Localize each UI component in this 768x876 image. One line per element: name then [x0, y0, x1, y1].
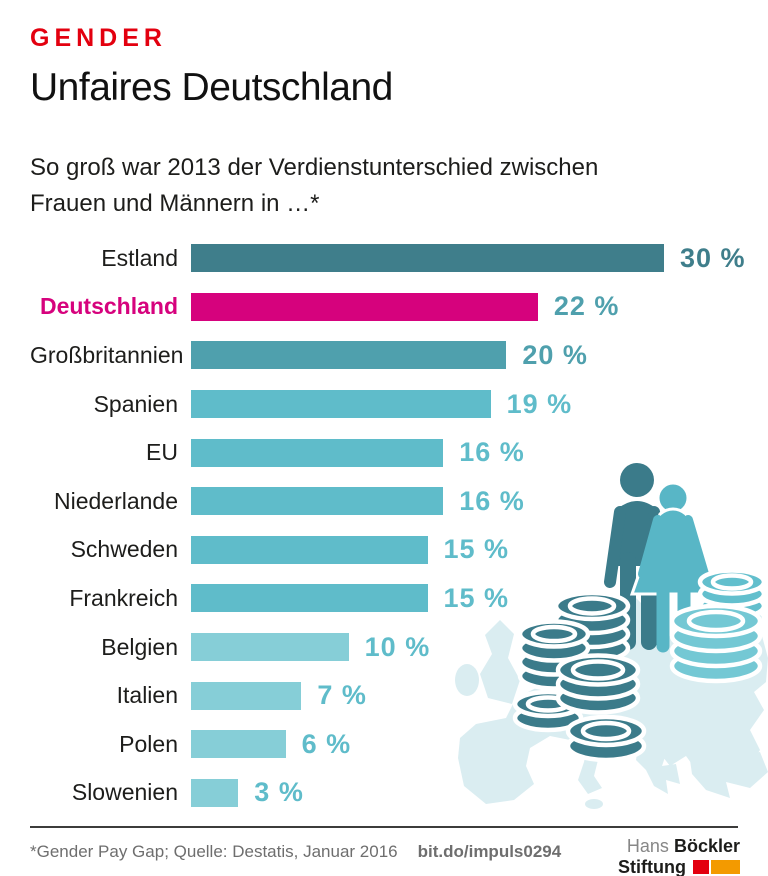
bar-row: Großbritannien 20 % — [30, 331, 746, 380]
shortlink[interactable]: bit.do/impuls0294 — [417, 842, 562, 861]
illustration — [455, 463, 768, 809]
bar — [191, 292, 538, 321]
bar-row: EU 16 % — [30, 428, 746, 477]
bar — [191, 438, 444, 467]
country-label: Belgien — [101, 633, 178, 660]
couple-pictogram — [604, 463, 717, 653]
coin-stack-light-icons — [669, 568, 767, 684]
bar-chart: Estland 30 % Deutschland 22 % Großbritannien… — [30, 234, 746, 817]
coin-stack-dark-icons — [512, 590, 647, 763]
value-label: 19 % — [506, 388, 573, 419]
map-greece — [636, 738, 680, 794]
bar — [191, 390, 491, 419]
source-text: *Gender Pay Gap; Quelle: Destatis, Janua… — [30, 842, 398, 861]
value-label: 6 % — [301, 728, 352, 759]
value-label: 30 % — [680, 242, 746, 273]
chart-subtitle: So groß war 2013 der Verdienstunterschie… — [30, 150, 598, 221]
bar — [191, 487, 444, 516]
logo-stiftung: Stiftung — [618, 856, 686, 876]
country-label: Großbritannien — [30, 341, 184, 368]
coin-stack-icon — [565, 714, 647, 763]
bar — [191, 535, 428, 564]
subtitle-line-2: Frauen und Männern in …* — [30, 189, 320, 217]
country-label: Italien — [116, 682, 178, 709]
bar-row: Slowenien 3 % — [30, 769, 746, 818]
logo-orange-square — [711, 859, 740, 874]
value-label: 7 % — [317, 680, 367, 711]
country-label: Spanien — [93, 390, 178, 417]
value-label: 15 % — [443, 582, 510, 613]
bar-row: Schweden 15 % — [30, 526, 746, 575]
bar — [191, 633, 349, 662]
value-label: 16 % — [459, 485, 525, 516]
logo-name-light: Hans — [626, 836, 669, 856]
value-label: 16 % — [459, 437, 525, 468]
bar-row: Estland 30 % — [30, 234, 746, 283]
source-note: *Gender Pay Gap; Quelle: Destatis, Janua… — [30, 836, 561, 862]
subtitle-line-1: So groß war 2013 der Verdienstunterschie… — [30, 154, 599, 181]
bar — [191, 681, 302, 710]
bar-row: Belgien 10 % — [30, 623, 746, 672]
bar — [191, 778, 239, 807]
country-label: Polen — [119, 730, 178, 757]
country-label: Deutschland — [39, 293, 178, 320]
value-label: 10 % — [364, 631, 431, 662]
bar-row: Deutschland 22 % — [30, 283, 746, 332]
bar-row: Polen 6 % — [30, 720, 746, 769]
bar — [191, 730, 286, 759]
map-southeast — [690, 750, 768, 798]
value-label: 3 % — [254, 777, 304, 808]
bar-row: Niederlande 16 % — [30, 477, 746, 526]
value-label: 20 % — [522, 339, 588, 370]
logo-line-2: Stiftung — [618, 857, 740, 876]
map-sicily — [585, 799, 603, 809]
coin-stack-icon — [669, 603, 763, 684]
bar — [191, 341, 507, 370]
logo-red-square — [693, 859, 709, 874]
coin-stack-icon — [555, 653, 641, 715]
map-ireland — [455, 664, 479, 696]
category-kicker: GENDER — [30, 24, 167, 52]
bar-row: Frankreich 15 % — [30, 574, 746, 623]
country-label: Slowenien — [71, 779, 178, 806]
country-label: Estland — [101, 244, 178, 271]
country-label: EU — [146, 439, 178, 466]
hans-boeckler-stiftung-logo: Hans Böckler Stiftung — [618, 836, 740, 876]
map-britain — [480, 620, 520, 704]
logo-line-1: Hans Böckler — [618, 836, 740, 857]
bar-row: Italien 7 % — [30, 671, 746, 720]
country-label: Schweden — [70, 536, 178, 563]
value-label: 15 % — [443, 534, 510, 565]
page-title: Unfaires Deutschland — [30, 66, 393, 109]
country-label: Frankreich — [69, 584, 178, 611]
country-label: Niederlande — [53, 487, 178, 514]
bar-row: Spanien 19 % — [30, 380, 746, 429]
bar — [191, 584, 428, 613]
footer-divider — [30, 826, 738, 828]
footer: *Gender Pay Gap; Quelle: Destatis, Janua… — [30, 836, 740, 876]
bar — [191, 244, 664, 273]
logo-name-bold: Böckler — [673, 836, 740, 856]
value-label: 22 % — [553, 291, 620, 322]
